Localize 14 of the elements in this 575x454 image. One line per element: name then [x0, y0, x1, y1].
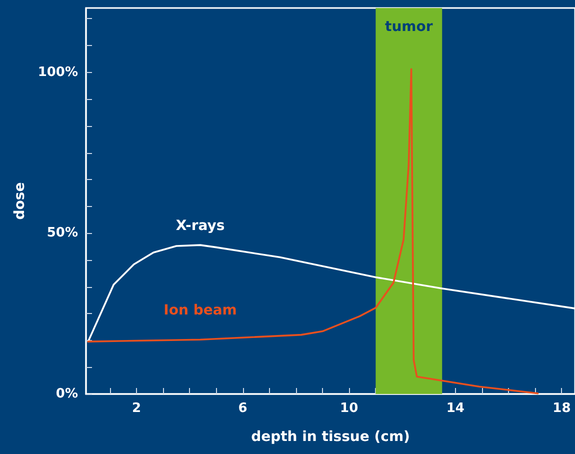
x-tick-label: 18 — [552, 401, 571, 416]
x-axis-title: depth in tissue (cm) — [251, 429, 410, 445]
x-tick-label: 14 — [446, 401, 464, 416]
series-label: X-rays — [176, 218, 225, 234]
y-axis-title: dose — [12, 182, 28, 220]
y-tick-label: 50% — [46, 226, 78, 241]
y-tick-label: 0% — [56, 386, 78, 402]
line-series — [87, 68, 539, 394]
y-tick-label: 100% — [38, 64, 78, 80]
band-label: tumor — [385, 19, 433, 35]
x-tick-label: 2 — [132, 401, 142, 416]
x-tick-label: 6 — [238, 401, 248, 416]
x-tick-label: 10 — [340, 401, 358, 416]
series-label: Ion beam — [164, 302, 237, 319]
